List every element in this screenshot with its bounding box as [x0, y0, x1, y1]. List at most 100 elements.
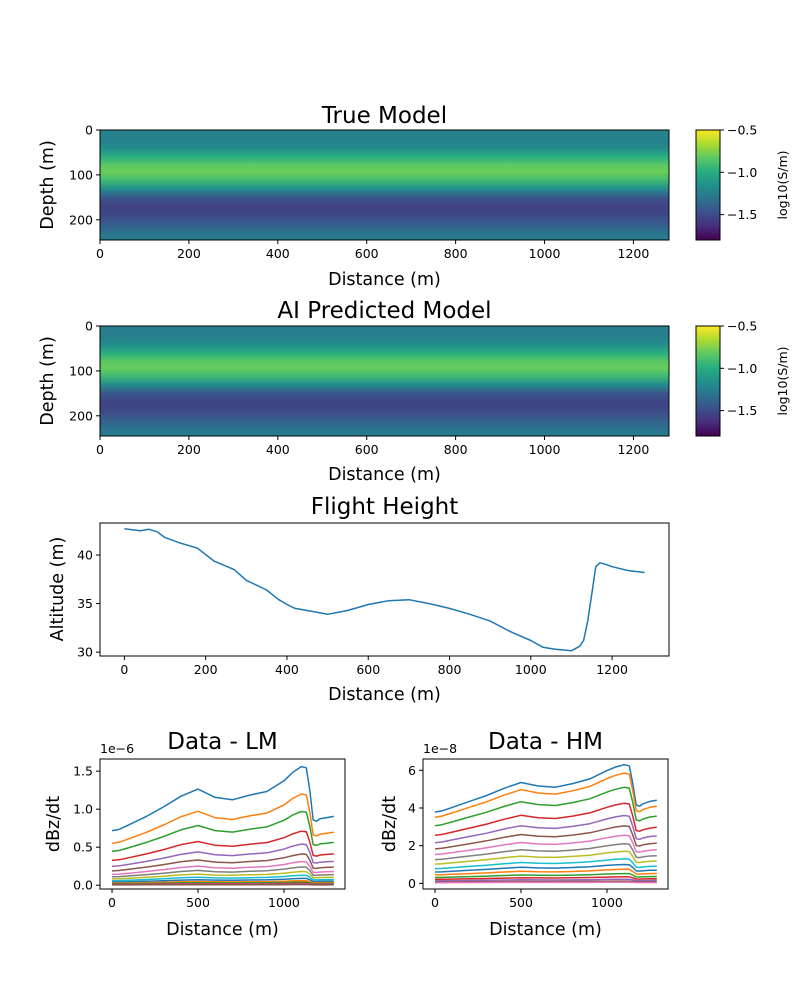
predicted-model-colorbar-frame	[695, 325, 721, 437]
flight-height-ylabel: Altitude (m)	[48, 537, 68, 642]
data-lm-y-ticks: 0.0 0.5 1.0 1.5	[73, 764, 100, 893]
x-tick-label: 1200	[618, 442, 650, 457]
data-lm-offset-text: 1e−6	[100, 741, 134, 756]
x-tick-label: 0	[120, 662, 128, 677]
x-tick-label: 800	[438, 662, 462, 677]
x-tick-label: 1200	[618, 246, 650, 261]
series-line-gate-5	[111, 843, 334, 868]
y-tick-label: 35	[77, 596, 93, 611]
x-tick-label: 1000	[268, 895, 300, 910]
true-model-y-ticks: 0 100 200	[69, 123, 100, 227]
y-tick-label: 1.5	[73, 764, 93, 779]
series-line-gate-11	[111, 877, 334, 883]
y-tick-label: 1.0	[73, 802, 93, 817]
x-tick-label: 500	[186, 895, 210, 910]
true-model-xlabel: Distance (m)	[328, 270, 441, 290]
series-line-gate-10	[111, 874, 334, 882]
predicted-model-y-ticks: 0 100 200	[69, 319, 100, 423]
data-hm-panel: Data - HM 1e−8 0 500 1000 0 2 4 6 Distance (m…	[380, 729, 669, 940]
predicted-model-x-ticks: 0 200 400 600 800 1000 1200	[96, 436, 649, 457]
data-hm-x-ticks: 0 500 1000	[431, 889, 623, 910]
data-lm-frame	[99, 758, 346, 890]
flight-height-panel: Flight Height 0 200 400 600 800 1000 1200 30 35…	[48, 494, 670, 705]
y-tick-label: 6	[408, 763, 416, 778]
series-line-gate-2	[434, 772, 657, 818]
data-lm-panel: Data - LM 1e−6 0 500 1000 0.0 0.5 1.0 1.5 Dis…	[44, 729, 346, 940]
x-tick-label: 600	[355, 442, 379, 457]
x-tick-label: 1200	[596, 662, 628, 677]
flight-height-frame	[99, 522, 670, 657]
true-model-heatmap	[100, 130, 669, 240]
x-tick-label: 1000	[529, 246, 561, 261]
series-line-gate-9	[111, 870, 334, 880]
x-tick-label: 0	[96, 442, 104, 457]
series-line-gate-2	[111, 793, 334, 844]
true-model-ylabel: Depth (m)	[38, 140, 58, 230]
true-model-x-ticks: 0 200 400 600 800 1000 1200	[96, 240, 649, 261]
flight-height-line	[124, 528, 645, 652]
true-model-colorbar-label: log10(S/m)	[775, 150, 790, 219]
series-line-gate-12	[112, 879, 334, 884]
flight-height-x-ticks: 0 200 400 600 800 1000 1200	[120, 656, 628, 677]
y-tick-label: 40	[77, 548, 93, 563]
data-hm-title: Data - HM	[488, 729, 603, 755]
series-line-gate-4	[434, 802, 657, 837]
series-line-gate-3	[434, 786, 657, 827]
series-line-gate-9	[434, 850, 657, 865]
predicted-model-heatmap	[100, 326, 669, 436]
y-tick-label: 0	[85, 123, 93, 138]
predicted-model-panel: AI Predicted Model 0 200 400 600 800 1000 1200…	[38, 298, 790, 485]
data-lm-title: Data - LM	[167, 729, 278, 755]
predicted-model-colorbar	[696, 326, 720, 436]
flight-height-xlabel: Distance (m)	[328, 685, 441, 705]
true-model-colorbar-ticks: −0.5 −1.0 −1.5	[720, 123, 757, 222]
x-tick-label: 200	[194, 662, 218, 677]
x-tick-label: 400	[266, 246, 290, 261]
series-line-gate-6	[434, 825, 657, 850]
predicted-model-ylabel: Depth (m)	[38, 336, 58, 426]
data-hm-y-ticks: 0 2 4 6	[408, 763, 423, 891]
colorbar-tick-label: −0.5	[727, 123, 757, 138]
data-hm-series	[434, 763, 657, 884]
series-line-gate-17	[435, 881, 657, 884]
true-model-panel: True Model 0 200 400 600 800 1000 1200 0 100 200…	[38, 103, 790, 290]
flight-height-series	[124, 528, 645, 652]
true-model-colorbar	[696, 130, 720, 240]
x-tick-label: 0	[96, 246, 104, 261]
x-tick-label: 1000	[591, 895, 623, 910]
x-tick-label: 600	[355, 246, 379, 261]
true-model-title: True Model	[321, 103, 447, 129]
data-hm-offset-text: 1e−8	[423, 741, 457, 756]
y-tick-label: 4	[408, 800, 416, 815]
data-lm-x-ticks: 0 500 1000	[108, 889, 300, 910]
flight-height-y-ticks: 30 35 40	[77, 548, 100, 660]
series-line-gate-3	[111, 810, 334, 853]
series-line-gate-14	[434, 876, 657, 881]
y-tick-label: 100	[69, 167, 93, 182]
x-tick-label: 1000	[515, 662, 547, 677]
predicted-model-title: AI Predicted Model	[277, 298, 491, 324]
x-tick-label: 400	[275, 662, 299, 677]
data-lm-series	[111, 765, 334, 886]
x-tick-label: 400	[266, 442, 290, 457]
y-tick-label: 200	[69, 212, 93, 227]
colorbar-tick-label: −1.5	[727, 403, 757, 418]
colorbar-tick-label: −1.5	[727, 207, 757, 222]
series-line-gate-10	[434, 858, 657, 870]
series-line-gate-8	[434, 843, 657, 861]
x-tick-label: 800	[444, 442, 468, 457]
data-hm-xlabel: Distance (m)	[489, 920, 602, 940]
y-tick-label: 200	[69, 408, 93, 423]
x-tick-label: 200	[177, 246, 201, 261]
data-lm-xlabel: Distance (m)	[166, 920, 279, 940]
series-line-gate-11	[434, 863, 657, 873]
y-tick-label: 0	[85, 319, 93, 334]
true-model-colorbar-frame	[695, 129, 721, 241]
data-hm-frame	[422, 758, 669, 890]
series-line-gate-8	[111, 866, 334, 878]
y-tick-label: 2	[408, 838, 416, 853]
y-tick-label: 0.0	[73, 878, 93, 893]
series-line-gate-15	[434, 878, 657, 882]
flight-height-title: Flight Height	[311, 494, 459, 520]
